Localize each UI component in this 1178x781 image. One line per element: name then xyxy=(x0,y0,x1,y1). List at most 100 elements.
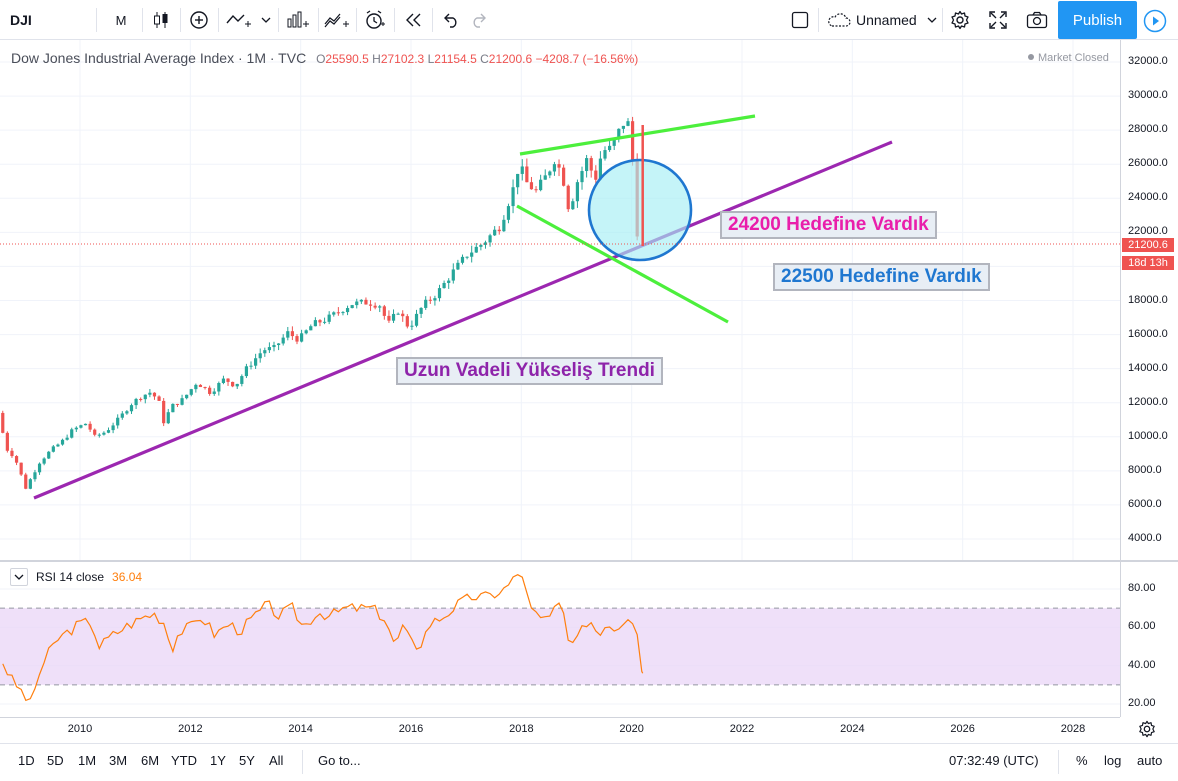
fullscreen-icon[interactable] xyxy=(986,0,1010,40)
log-toggle[interactable]: log xyxy=(1104,753,1122,768)
chart-legend: Dow Jones Industrial Average Index · 1M … xyxy=(11,50,638,66)
candle-body xyxy=(594,170,598,180)
candle-body xyxy=(139,398,143,400)
candles xyxy=(1,116,639,490)
low-label: L xyxy=(427,52,435,66)
price-chart[interactable] xyxy=(0,40,1120,560)
pane-separator[interactable] xyxy=(0,560,1178,562)
rsi-chart[interactable] xyxy=(0,562,1120,717)
range-button-1d[interactable]: 1D xyxy=(18,753,35,768)
price-chart-pane[interactable] xyxy=(0,40,1120,560)
rsi-value: 36.04 xyxy=(112,570,143,584)
candle-body xyxy=(474,246,478,253)
undo-icon[interactable] xyxy=(438,0,464,40)
long-term-trend-line[interactable] xyxy=(33,140,893,500)
candle-body xyxy=(428,299,432,301)
candle-body xyxy=(134,398,138,406)
range-button-1y[interactable]: 1Y xyxy=(210,753,226,768)
candle-body xyxy=(396,313,400,315)
percent-toggle[interactable]: % xyxy=(1076,753,1088,768)
settings-gear-icon[interactable] xyxy=(948,0,972,40)
candle-body xyxy=(548,171,552,176)
bottom-toolbar xyxy=(0,743,1178,781)
candle-body xyxy=(47,451,51,459)
price-axis-label: 30000.0 xyxy=(1128,89,1168,102)
candle-body xyxy=(401,313,405,317)
candle-body xyxy=(387,315,391,321)
price-axis-label: 4000.0 xyxy=(1128,532,1162,544)
range-button-6m[interactable]: 6M xyxy=(141,753,160,768)
candle-body xyxy=(608,145,612,151)
range-button-3m[interactable]: 3M xyxy=(109,753,128,768)
chart-settings-icon[interactable] xyxy=(1138,720,1156,743)
upper-channel-line[interactable] xyxy=(519,114,756,156)
range-button-5d[interactable]: 5D xyxy=(47,753,64,768)
range-button-ytd[interactable]: YTD xyxy=(171,753,197,768)
chevron-down-icon xyxy=(927,17,937,23)
rsi-legend: RSI 14 close 36.04 xyxy=(10,568,142,586)
candle-body xyxy=(437,288,442,299)
candle-body xyxy=(382,306,386,316)
candle-body xyxy=(414,313,419,326)
interval-button[interactable]: M xyxy=(115,12,127,28)
compare-add-icon[interactable] xyxy=(186,0,212,40)
collapse-chevron-icon[interactable] xyxy=(10,568,28,586)
time-axis-label: 2024 xyxy=(840,723,865,735)
annotation-target-22500[interactable]: 22500 Hedefine Vardık xyxy=(773,263,990,291)
auto-toggle[interactable]: auto xyxy=(1137,753,1163,768)
price-axis-label: 32000.0 xyxy=(1128,55,1168,67)
annotation-trend[interactable]: Uzun Vadeli Yükseliş Trendi xyxy=(396,357,663,385)
candle-body xyxy=(295,336,299,342)
candle-body xyxy=(442,282,446,289)
layout-menu[interactable]: Unnamed xyxy=(826,0,938,40)
range-button-all[interactable]: All xyxy=(269,753,284,768)
price-axis-label: 16000.0 xyxy=(1128,327,1168,340)
price-axis-label: 22000.0 xyxy=(1128,225,1168,238)
candle-body xyxy=(575,182,580,202)
fullscreen-square-icon[interactable] xyxy=(788,0,812,40)
candle-body xyxy=(157,396,161,401)
range-button-5y[interactable]: 5Y xyxy=(239,753,255,768)
candle-body xyxy=(65,437,69,440)
candle-body xyxy=(534,189,538,191)
alert-clock-icon[interactable] xyxy=(362,0,388,40)
candle-body xyxy=(60,439,65,445)
candle-body xyxy=(267,347,272,351)
utc-clock[interactable]: 07:32:49 (UTC) xyxy=(949,753,1039,768)
symbol-search[interactable]: DJI xyxy=(10,12,32,28)
open-label: O xyxy=(316,52,326,66)
time-axis-label: 2018 xyxy=(509,723,534,735)
goto-button[interactable]: Go to... xyxy=(318,753,361,768)
price-axis[interactable] xyxy=(1120,40,1178,717)
candles-icon[interactable] xyxy=(148,0,174,40)
time-axis[interactable] xyxy=(0,717,1120,743)
lower-channel-line[interactable] xyxy=(516,204,729,324)
candle-body xyxy=(612,138,616,146)
market-status: Market Closed xyxy=(1028,52,1109,64)
candle-body xyxy=(497,229,501,232)
open-value: 25590.5 xyxy=(325,52,369,66)
candle-body xyxy=(299,333,304,342)
highlight-circle[interactable] xyxy=(587,158,693,262)
replay-icon[interactable] xyxy=(400,0,428,40)
compare-icon[interactable] xyxy=(322,0,352,40)
annotation-target-24200[interactable]: 24200 Hedefine Vardık xyxy=(720,211,937,239)
candle-body xyxy=(566,185,570,210)
candle-body xyxy=(33,472,37,480)
financials-icon[interactable] xyxy=(284,0,312,40)
candle-body xyxy=(341,312,345,314)
candle-body xyxy=(630,121,635,161)
candle-body xyxy=(166,412,170,424)
play-icon[interactable] xyxy=(1140,6,1170,36)
redo-icon[interactable] xyxy=(466,0,492,40)
rsi-pane[interactable] xyxy=(0,562,1120,717)
price-axis-label: 24000.0 xyxy=(1128,191,1168,204)
publish-button[interactable]: Publish xyxy=(1058,1,1137,39)
candle-body xyxy=(350,305,354,309)
candle-body xyxy=(106,430,111,433)
candle-body xyxy=(152,392,157,397)
chevron-down-icon[interactable] xyxy=(258,0,274,40)
range-button-1m[interactable]: 1M xyxy=(78,753,97,768)
indicators-icon[interactable] xyxy=(224,0,254,40)
camera-icon[interactable] xyxy=(1024,0,1050,40)
